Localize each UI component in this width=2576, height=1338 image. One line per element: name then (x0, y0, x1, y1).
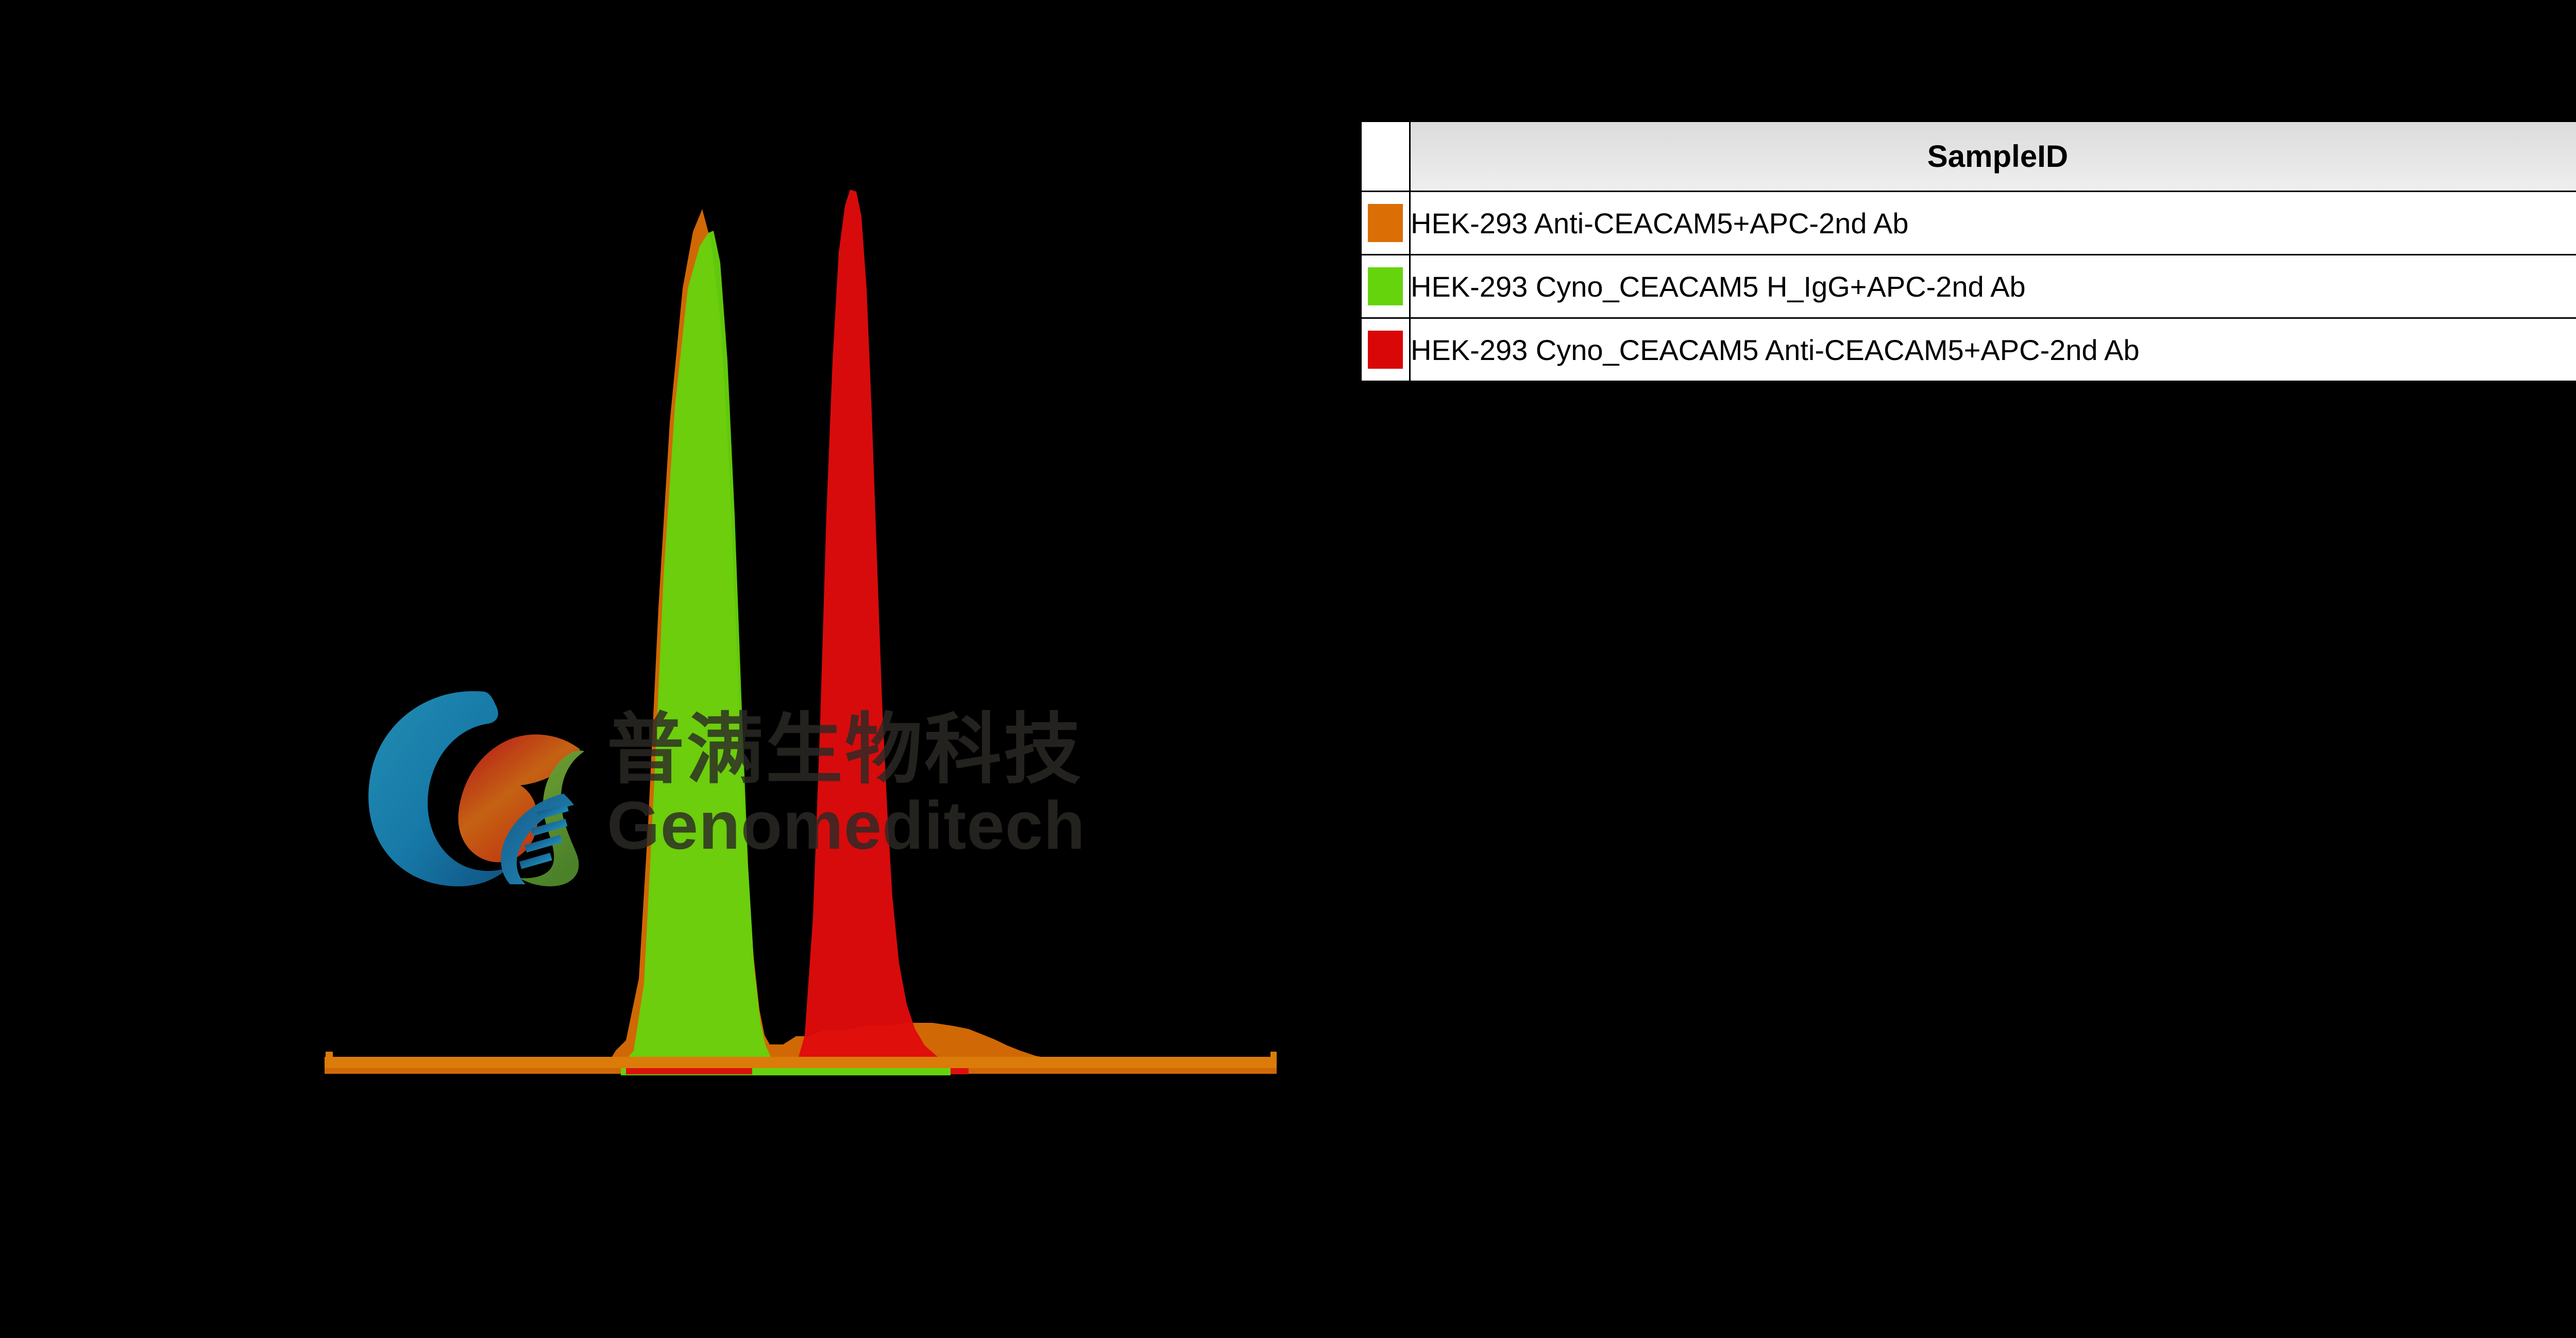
statistics-table: SampleID Geometric Mean : FL11-H HEK-293… (1360, 121, 2576, 382)
swatch-cell (1360, 317, 1411, 382)
orange-swatch (1368, 204, 1403, 243)
baseline-green-residual (752, 1068, 951, 1075)
series-red-area (796, 190, 969, 1074)
table-header-row: SampleID Geometric Mean : FL11-H (1360, 121, 2576, 192)
baseline-orange-line (325, 1057, 1277, 1068)
sample-id-cell: HEK-293 Cyno_CEACAM5 Anti-CEACAM5+APC-2n… (1409, 317, 2576, 382)
header-swatch-column (1360, 121, 1411, 192)
red-swatch (1368, 331, 1403, 369)
header-sample-id: SampleID (1409, 121, 2576, 192)
histogram-svg (325, 190, 1277, 1075)
swatch-cell (1360, 191, 1411, 255)
baseline-orange-endtick (1270, 1052, 1277, 1058)
sample-id-cell: HEK-293 Anti-CEACAM5+APC-2nd Ab (1409, 191, 2576, 255)
histogram-plot-panel: 普满生物科技 Genomeditech (325, 190, 1277, 1075)
table-row[interactable]: HEK-293 Cyno_CEACAM5 Anti-CEACAM5+APC-2n… (1360, 317, 2576, 382)
swatch-cell (1360, 254, 1411, 319)
table-row[interactable]: HEK-293 Cyno_CEACAM5 H_IgG+APC-2nd Ab 11… (1360, 254, 2576, 319)
series-green-area (621, 231, 948, 1075)
sample-id-cell: HEK-293 Cyno_CEACAM5 H_IgG+APC-2nd Ab (1409, 254, 2576, 319)
table-row[interactable]: HEK-293 Anti-CEACAM5+APC-2nd Ab 1007 (1360, 191, 2576, 255)
baseline-orange-tick (326, 1052, 333, 1058)
table-body: HEK-293 Anti-CEACAM5+APC-2nd Ab 1007 HEK… (1360, 191, 2576, 382)
series-orange-area (325, 209, 1277, 1074)
green-swatch (1368, 267, 1403, 306)
series-red-baseline-left (626, 1067, 757, 1074)
